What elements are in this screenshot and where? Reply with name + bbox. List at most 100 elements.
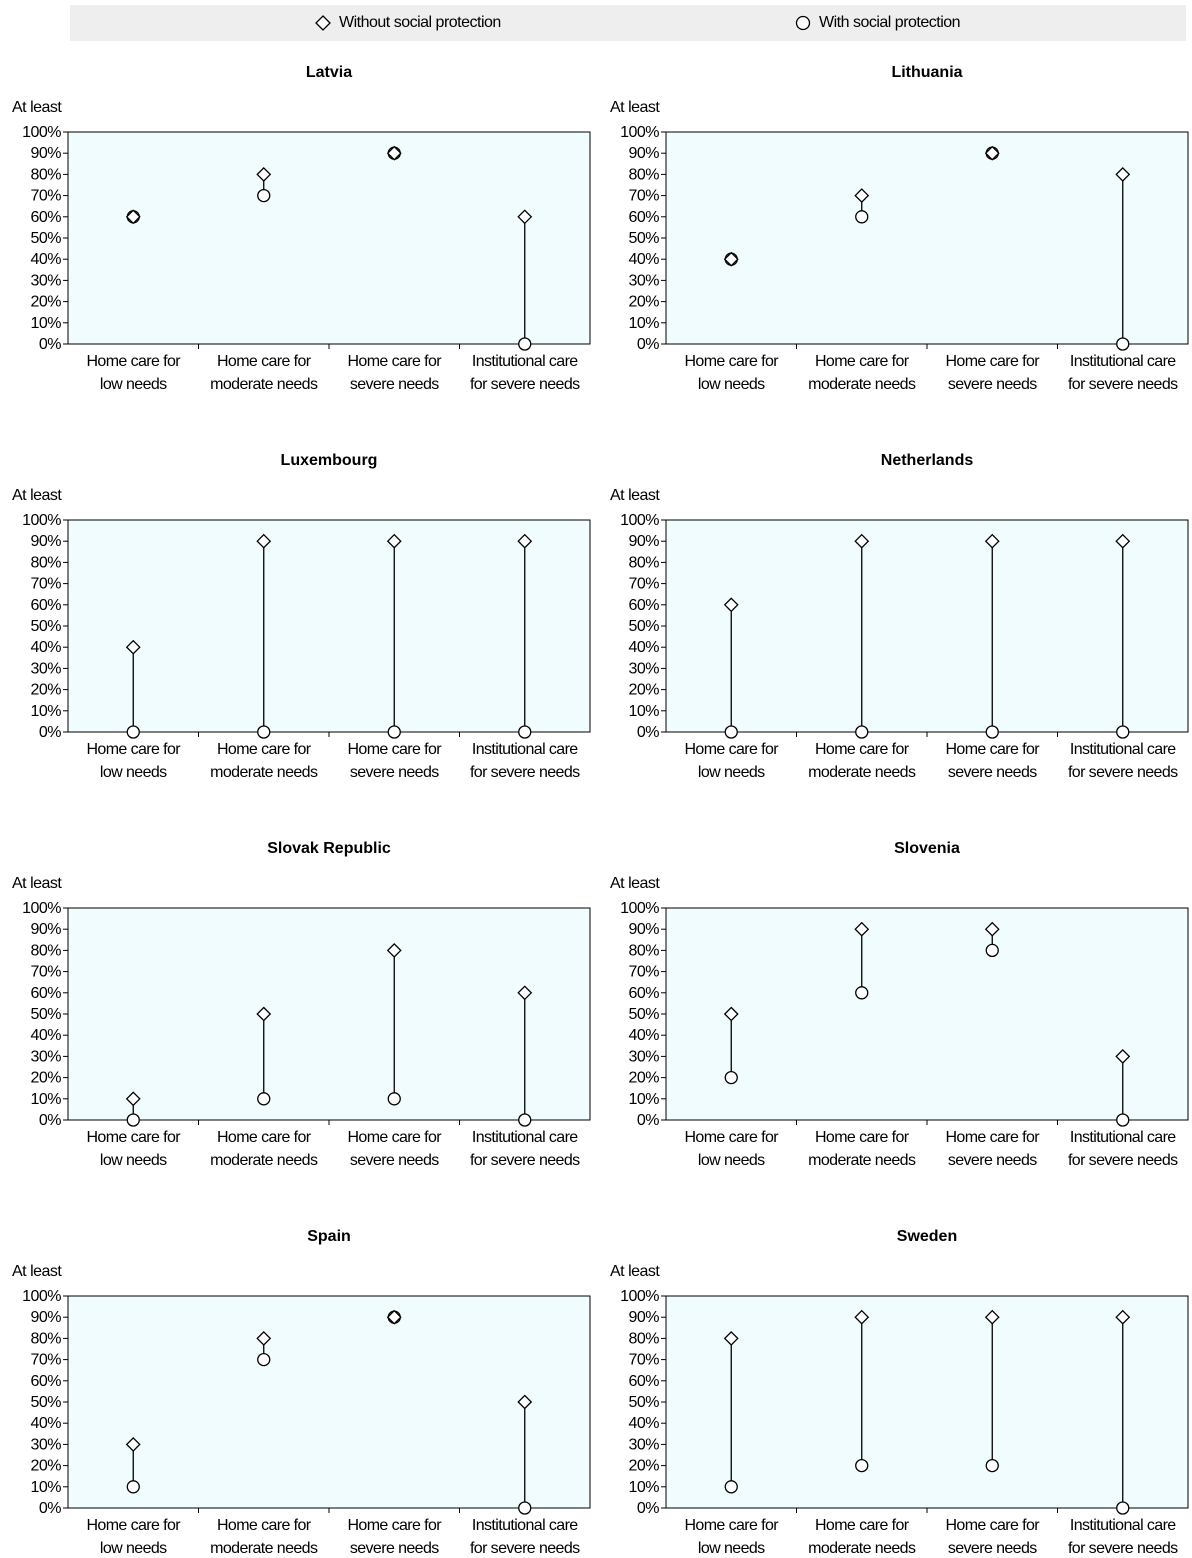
diamond-marker-icon	[315, 14, 331, 31]
point-with-social-protection	[724, 725, 738, 739]
point-without-social-protection	[256, 533, 272, 549]
y-axis-label: At least	[12, 99, 62, 116]
point-without-social-protection	[854, 188, 870, 204]
point-without-social-protection	[517, 533, 533, 549]
y-tick-label: 40%	[628, 1027, 659, 1044]
x-tick-label-line: Home care for	[684, 1129, 779, 1146]
y-tick-label: 80%	[628, 942, 659, 959]
x-tick-label-line: Home care for	[217, 353, 312, 370]
point-with-social-protection	[855, 986, 869, 1000]
chart-title: Luxembourg	[281, 452, 378, 469]
y-tick-label: 40%	[628, 251, 659, 268]
x-tick-label-line: low needs	[100, 764, 167, 780]
chart-title: Lithuania	[891, 64, 962, 81]
x-tick-label: Institutional care for severe needs	[1068, 1129, 1178, 1168]
x-tick-label-line: Home care for	[347, 353, 442, 370]
y-tick-label: 0%	[637, 724, 659, 741]
point-without-social-protection	[854, 533, 870, 549]
x-tick-label: Home care for severe needs	[945, 741, 1040, 780]
x-tick-label: Home care for moderate needs	[808, 1129, 916, 1168]
point-without-social-protection	[386, 942, 402, 958]
plot-area	[67, 131, 591, 345]
point-with-social-protection	[518, 1501, 532, 1515]
point-without-social-protection	[984, 1309, 1000, 1325]
x-tick-label: Home care for low needs	[684, 353, 779, 392]
x-tick-label-line: moderate needs	[210, 1152, 318, 1168]
y-tick-label: 80%	[30, 554, 61, 571]
y-tick-label: 100%	[22, 512, 61, 529]
x-tick-label-line: severe needs	[948, 764, 1037, 780]
x-tick-label-line: Institutional care	[472, 741, 578, 758]
y-tick-label: 50%	[628, 618, 659, 635]
x-tick-label-line: Home care for	[945, 1129, 1040, 1146]
point-without-social-protection	[125, 1436, 141, 1452]
y-tick-label: 50%	[628, 230, 659, 247]
point-with-social-protection	[855, 210, 869, 224]
y-tick-label: 90%	[30, 145, 61, 162]
y-tick-label: 40%	[30, 251, 61, 268]
x-tick-label-line: for severe needs	[1068, 1152, 1178, 1168]
plot-area	[67, 519, 591, 733]
y-tick-label: 100%	[22, 900, 61, 917]
point-without-social-protection	[256, 1330, 272, 1346]
point-with-social-protection	[257, 1092, 271, 1106]
y-tick-label: 40%	[30, 1027, 61, 1044]
x-tick-label-line: Home care for	[86, 741, 181, 758]
x-tick-label-line: low needs	[698, 376, 765, 392]
x-tick-label: Home care for moderate needs	[808, 1517, 916, 1556]
x-tick-label: Home care for low needs	[86, 1517, 181, 1556]
chart-title: Slovak Republic	[267, 840, 391, 857]
x-tick-label-line: for severe needs	[1068, 376, 1178, 392]
y-axis-label: At least	[610, 99, 660, 116]
y-tick-label: 50%	[628, 1394, 659, 1411]
y-tick-label: 20%	[30, 682, 61, 699]
legend-label-without: Without social protection	[339, 14, 501, 31]
y-tick-label: 70%	[628, 576, 659, 593]
circle-marker-icon	[795, 15, 811, 30]
x-tick-label-line: Home care for	[945, 353, 1040, 370]
x-tick-label-line: Home care for	[945, 741, 1040, 758]
x-tick-label: Institutional care for severe needs	[1068, 741, 1178, 780]
y-tick-label: 10%	[30, 703, 61, 720]
point-without-social-protection	[256, 1006, 272, 1022]
point-without-social-protection	[854, 1309, 870, 1325]
chart-title: Netherlands	[881, 452, 974, 469]
y-tick-label: 20%	[628, 682, 659, 699]
point-without-social-protection	[1115, 166, 1131, 182]
point-with-social-protection	[257, 1352, 271, 1367]
x-tick-label-line: moderate needs	[808, 376, 916, 392]
x-tick-label-line: moderate needs	[210, 764, 318, 780]
point-with-social-protection	[518, 337, 532, 351]
x-tick-label-line: low needs	[100, 376, 167, 392]
point-without-social-protection	[256, 166, 272, 182]
point-with-social-protection	[126, 725, 140, 739]
y-tick-label: 0%	[637, 1500, 659, 1517]
plot-area	[67, 907, 591, 1121]
x-tick-label-line: for severe needs	[470, 1152, 580, 1168]
y-tick-label: 30%	[628, 660, 659, 677]
x-tick-label: Home care for severe needs	[945, 353, 1040, 392]
x-tick-label-line: Home care for	[684, 741, 779, 758]
x-tick-label-line: moderate needs	[210, 1540, 318, 1556]
x-tick-label: Home care for severe needs	[945, 1129, 1040, 1168]
plot-area	[665, 1295, 1189, 1509]
point-with-social-protection	[518, 1113, 532, 1127]
y-tick-label: 0%	[637, 1112, 659, 1129]
y-tick-label: 60%	[30, 209, 61, 226]
y-axis-label: At least	[12, 875, 62, 892]
x-tick-label: Institutional care for severe needs	[1068, 353, 1178, 392]
plot-area	[665, 907, 1189, 1121]
chart-title: Slovenia	[894, 840, 960, 857]
point-without-social-protection	[723, 1330, 739, 1346]
x-tick-label-line: for severe needs	[470, 1540, 580, 1556]
x-tick-label-line: severe needs	[948, 1152, 1037, 1168]
x-tick-label: Home care for severe needs	[347, 741, 442, 780]
legend-label-with: With social protection	[819, 14, 961, 31]
y-tick-label: 70%	[30, 1352, 61, 1369]
y-tick-label: 0%	[637, 336, 659, 353]
x-tick-label-line: severe needs	[350, 764, 439, 780]
x-tick-label-line: for severe needs	[1068, 764, 1178, 780]
y-axis-label: At least	[12, 487, 62, 504]
y-tick-label: 20%	[628, 1070, 659, 1087]
y-tick-label: 70%	[30, 964, 61, 981]
